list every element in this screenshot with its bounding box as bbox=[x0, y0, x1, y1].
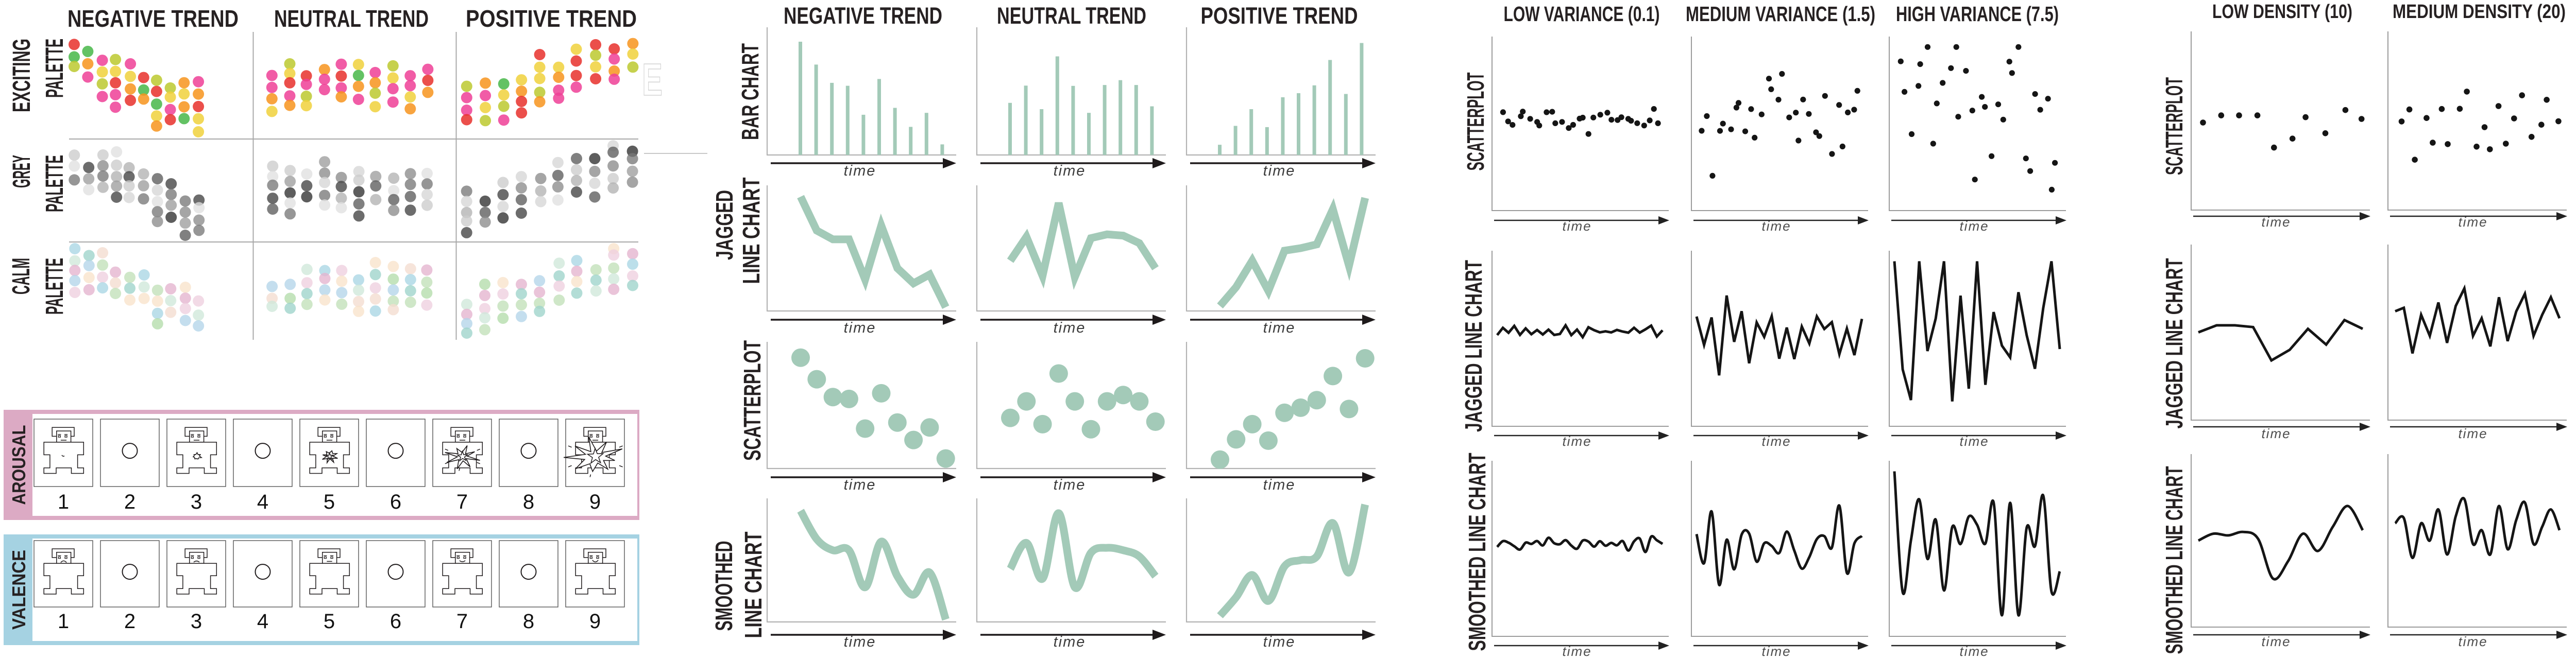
svg-text:time: time bbox=[1761, 644, 1791, 656]
svg-text:SCATTERPLOT: SCATTERPLOT bbox=[2161, 77, 2188, 175]
svg-text:6: 6 bbox=[390, 610, 401, 633]
svg-text:NEUTRAL TREND: NEUTRAL TREND bbox=[997, 3, 1146, 29]
svg-text:time: time bbox=[1959, 218, 1989, 234]
svg-text:time: time bbox=[1761, 433, 1791, 449]
svg-text:time: time bbox=[844, 477, 876, 493]
svg-text:LOW VARIANCE (0.1): LOW VARIANCE (0.1) bbox=[1504, 2, 1660, 26]
svg-text:HIGH VARIANCE (7.5): HIGH VARIANCE (7.5) bbox=[1896, 2, 2059, 26]
svg-text:BAR CHART: BAR CHART bbox=[737, 43, 764, 140]
svg-text:time: time bbox=[1562, 218, 1591, 234]
svg-text:JAGGED LINE CHART: JAGGED LINE CHART bbox=[2161, 258, 2188, 429]
svg-text:LOW DENSITY (10): LOW DENSITY (10) bbox=[2212, 1, 2352, 23]
svg-text:time: time bbox=[1562, 644, 1591, 656]
svg-text:time: time bbox=[2458, 214, 2487, 230]
svg-text:POSITIVE TREND: POSITIVE TREND bbox=[466, 5, 637, 32]
svg-text:time: time bbox=[2261, 214, 2291, 230]
svg-text:VALENCE: VALENCE bbox=[8, 550, 29, 630]
svg-text:time: time bbox=[2261, 634, 2291, 649]
svg-text:time: time bbox=[1959, 644, 1989, 656]
svg-text:time: time bbox=[1054, 634, 1086, 650]
svg-text:SMOOTHED LINE CHART: SMOOTHED LINE CHART bbox=[2161, 466, 2188, 654]
svg-text:9: 9 bbox=[589, 610, 601, 633]
svg-text:time: time bbox=[2261, 426, 2291, 441]
svg-text:time: time bbox=[844, 320, 876, 336]
svg-text:time: time bbox=[1263, 634, 1296, 650]
svg-text:time: time bbox=[1562, 433, 1591, 449]
svg-text:AROUSAL: AROUSAL bbox=[8, 425, 29, 505]
svg-text:MEDIUM DENSITY (20): MEDIUM DENSITY (20) bbox=[2393, 1, 2566, 23]
svg-text:4: 4 bbox=[257, 610, 268, 633]
svg-text:7: 7 bbox=[456, 491, 468, 513]
svg-text:3: 3 bbox=[191, 491, 202, 513]
svg-text:1: 1 bbox=[58, 491, 69, 513]
svg-text:time: time bbox=[1054, 163, 1086, 179]
svg-text:SCATTERPLOT: SCATTERPLOT bbox=[739, 340, 766, 461]
svg-text:GREY: GREY bbox=[8, 155, 36, 188]
svg-text:LINE CHART: LINE CHART bbox=[738, 178, 765, 284]
svg-text:5: 5 bbox=[324, 491, 335, 513]
svg-text:SMOOTHED: SMOOTHED bbox=[710, 541, 737, 631]
svg-text:JAGGED LINE CHART: JAGGED LINE CHART bbox=[1460, 260, 1487, 432]
svg-text:PALETTE: PALETTE bbox=[41, 39, 69, 98]
svg-text:POSITIVE TREND: POSITIVE TREND bbox=[1201, 3, 1358, 29]
svg-text:9: 9 bbox=[589, 491, 601, 513]
svg-text:PALETTE: PALETTE bbox=[41, 258, 69, 315]
svg-text:7: 7 bbox=[456, 610, 468, 633]
svg-text:2: 2 bbox=[124, 491, 135, 513]
svg-text:NEUTRAL TREND: NEUTRAL TREND bbox=[274, 5, 429, 32]
svg-text:time: time bbox=[1054, 320, 1086, 336]
svg-text:1: 1 bbox=[58, 610, 69, 633]
svg-text:4: 4 bbox=[257, 491, 268, 513]
svg-text:6: 6 bbox=[390, 491, 401, 513]
svg-text:8: 8 bbox=[523, 491, 534, 513]
svg-text:time: time bbox=[1263, 320, 1296, 336]
svg-text:time: time bbox=[1263, 477, 1296, 493]
svg-text:time: time bbox=[1761, 218, 1791, 234]
svg-text:time: time bbox=[2458, 634, 2487, 649]
svg-text:NEGATIVE TREND: NEGATIVE TREND bbox=[784, 3, 942, 29]
svg-text:time: time bbox=[844, 634, 876, 650]
svg-text:time: time bbox=[844, 163, 876, 179]
svg-text:EXCITING: EXCITING bbox=[8, 39, 36, 112]
svg-text:NEGATIVE TREND: NEGATIVE TREND bbox=[67, 5, 239, 32]
svg-text:JAGGED: JAGGED bbox=[711, 190, 738, 260]
svg-text:CALM: CALM bbox=[8, 258, 35, 294]
svg-text:SMOOTHED LINE CHART: SMOOTHED LINE CHART bbox=[1464, 453, 1490, 651]
svg-text:8: 8 bbox=[523, 610, 534, 633]
svg-text:time: time bbox=[1263, 163, 1296, 179]
svg-text:E: E bbox=[642, 54, 663, 105]
svg-text:5: 5 bbox=[324, 610, 335, 633]
svg-text:MEDIUM VARIANCE (1.5): MEDIUM VARIANCE (1.5) bbox=[1686, 2, 1875, 26]
svg-text:PALETTE: PALETTE bbox=[41, 155, 69, 212]
svg-text:time: time bbox=[2458, 426, 2487, 441]
svg-text:time: time bbox=[1054, 477, 1086, 493]
svg-text:LINE CHART: LINE CHART bbox=[740, 532, 767, 638]
svg-text:3: 3 bbox=[191, 610, 202, 633]
svg-text:time: time bbox=[1959, 433, 1989, 449]
svg-text:2: 2 bbox=[124, 610, 135, 633]
svg-text:SCATTERPLOT: SCATTERPLOT bbox=[1462, 73, 1489, 171]
